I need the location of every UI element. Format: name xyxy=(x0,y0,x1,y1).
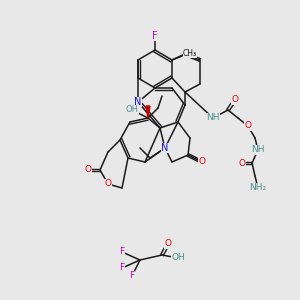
Text: O: O xyxy=(85,166,92,175)
Text: F: F xyxy=(152,31,158,41)
Text: F: F xyxy=(129,272,135,280)
Text: NH: NH xyxy=(251,146,265,154)
Text: N: N xyxy=(161,143,169,153)
Text: O: O xyxy=(232,95,238,104)
Text: N: N xyxy=(134,97,142,107)
Text: F: F xyxy=(119,263,124,272)
Text: O: O xyxy=(199,158,206,166)
Polygon shape xyxy=(146,106,150,118)
Text: OH: OH xyxy=(171,254,185,262)
Text: OH: OH xyxy=(125,106,139,115)
Text: F: F xyxy=(119,248,124,256)
Text: O: O xyxy=(244,122,251,130)
Text: O: O xyxy=(164,239,172,248)
Text: NH₂: NH₂ xyxy=(249,184,267,193)
Text: NH: NH xyxy=(206,113,220,122)
Text: O: O xyxy=(238,158,245,167)
Text: CH₃: CH₃ xyxy=(183,49,197,58)
Text: O: O xyxy=(104,179,112,188)
